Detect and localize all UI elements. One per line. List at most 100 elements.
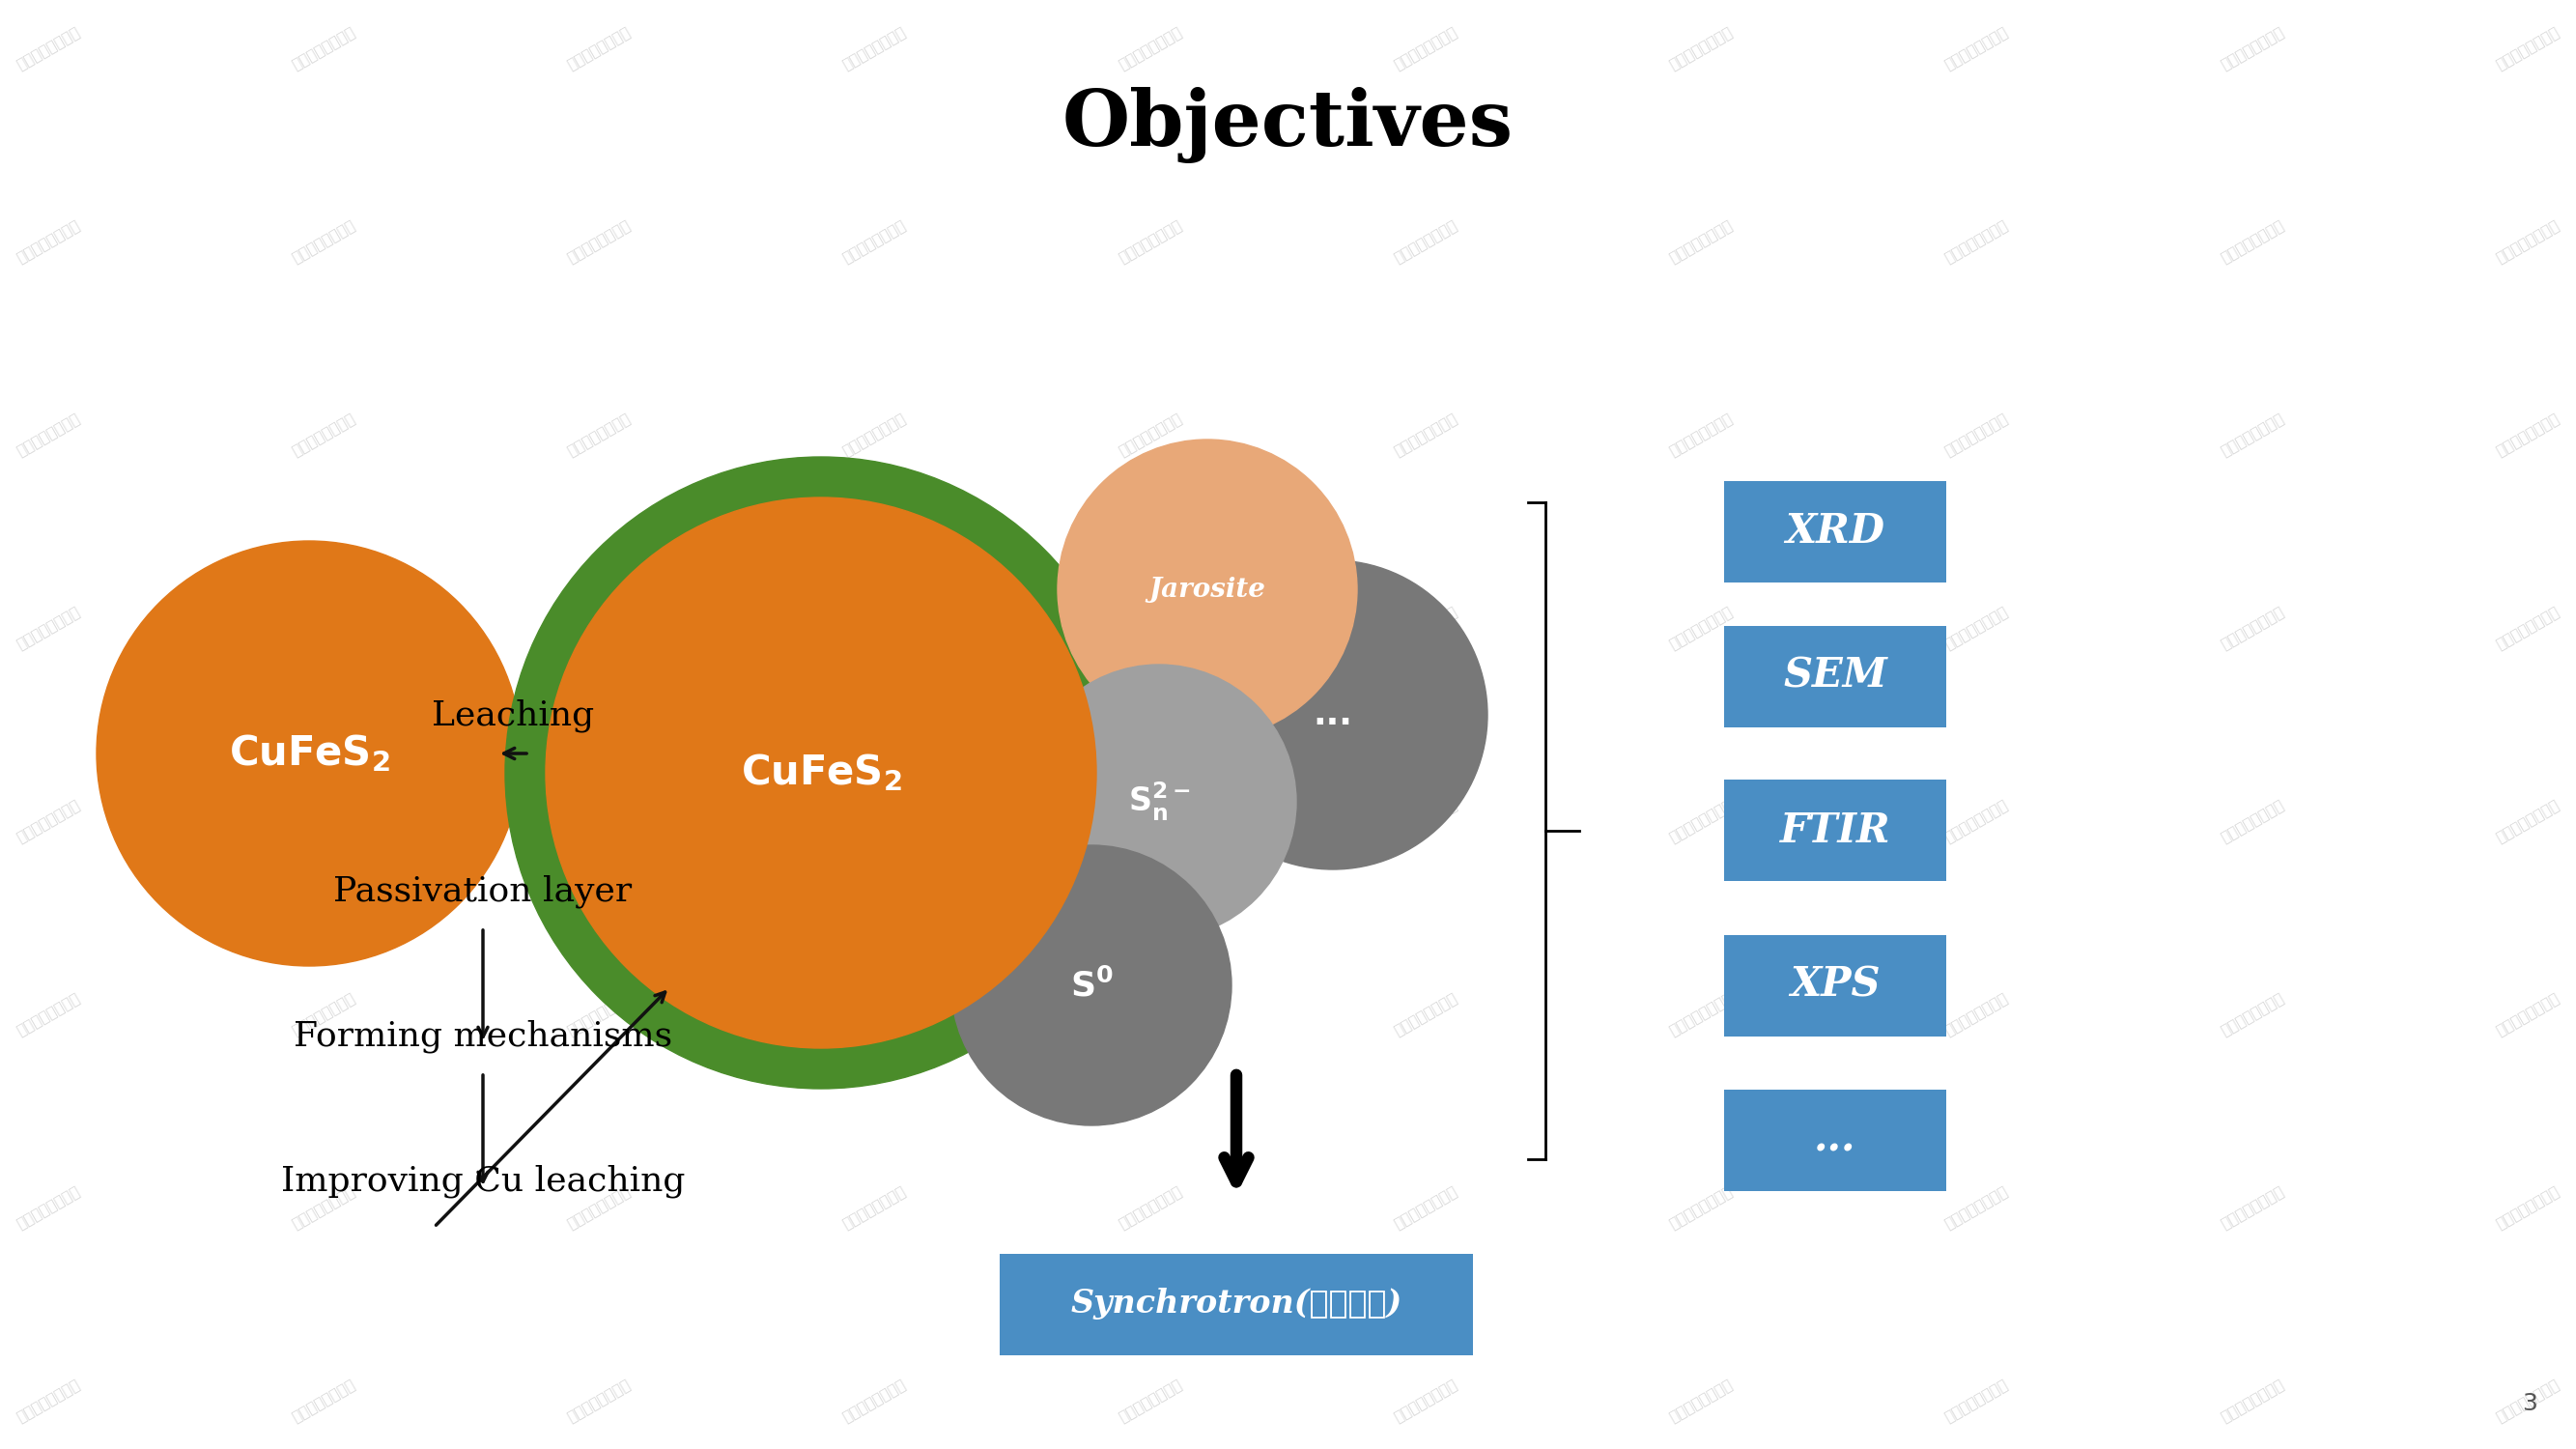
FancyBboxPatch shape <box>1723 1090 1947 1191</box>
Text: 中冶有色技术平台: 中冶有色技术平台 <box>1115 1377 1185 1424</box>
Text: ...: ... <box>1314 698 1352 732</box>
Text: 中冶有色技术平台: 中冶有色技术平台 <box>1942 25 2012 72</box>
Text: 中冶有色技术平台: 中冶有色技术平台 <box>564 991 634 1037</box>
Text: 中冶有色技术平台: 中冶有色技术平台 <box>1942 797 2012 845</box>
Text: 中冶有色技术平台: 中冶有色技术平台 <box>1942 412 2012 458</box>
Text: Jarosite: Jarosite <box>1149 577 1265 603</box>
Text: 中冶有色技术平台: 中冶有色技术平台 <box>1115 797 1185 845</box>
Text: 中冶有色技术平台: 中冶有色技术平台 <box>1391 1377 1461 1424</box>
Text: 中冶有色技术平台: 中冶有色技术平台 <box>13 1377 82 1424</box>
Text: 中冶有色技术平台: 中冶有色技术平台 <box>1667 217 1736 265</box>
Text: 中冶有色技术平台: 中冶有色技术平台 <box>289 412 358 458</box>
Text: 中冶有色技术平台: 中冶有色技术平台 <box>289 797 358 845</box>
FancyBboxPatch shape <box>1723 780 1947 881</box>
Text: 中冶有色技术平台: 中冶有色技术平台 <box>2494 412 2563 458</box>
Text: 中冶有色技术平台: 中冶有色技术平台 <box>2494 217 2563 265</box>
Text: 中冶有色技术平台: 中冶有色技术平台 <box>564 1184 634 1232</box>
Text: 中冶有色技术平台: 中冶有色技术平台 <box>289 1184 358 1232</box>
Text: 中冶有色技术平台: 中冶有色技术平台 <box>1667 797 1736 845</box>
Circle shape <box>1177 561 1486 869</box>
Text: 中冶有色技术平台: 中冶有色技术平台 <box>564 25 634 72</box>
Text: 中冶有色技术平台: 中冶有色技术平台 <box>2494 1184 2563 1232</box>
Text: 中冶有色技术平台: 中冶有色技术平台 <box>1391 991 1461 1037</box>
Text: 中冶有色技术平台: 中冶有色技术平台 <box>564 217 634 265</box>
Text: 中冶有色技术平台: 中冶有色技术平台 <box>2218 1377 2287 1424</box>
Text: 中冶有色技术平台: 中冶有色技术平台 <box>13 991 82 1037</box>
Text: Synchrotron(同步輺射): Synchrotron(同步輺射) <box>1072 1288 1401 1320</box>
Text: 中冶有色技术平台: 中冶有色技术平台 <box>2494 25 2563 72</box>
Text: SEM: SEM <box>1783 656 1888 697</box>
Text: 中冶有色技术平台: 中冶有色技术平台 <box>1391 797 1461 845</box>
Text: 中冶有色技术平台: 中冶有色技术平台 <box>13 1184 82 1232</box>
Text: 中冶有色技术平台: 中冶有色技术平台 <box>289 25 358 72</box>
Text: 中冶有色技术平台: 中冶有色技术平台 <box>1667 412 1736 458</box>
Text: 中冶有色技术平台: 中冶有色技术平台 <box>564 1377 634 1424</box>
Text: 中冶有色技术平台: 中冶有色技术平台 <box>1391 604 1461 652</box>
FancyBboxPatch shape <box>1723 481 1947 582</box>
Text: 中冶有色技术平台: 中冶有色技术平台 <box>1667 991 1736 1037</box>
Text: 中冶有色技术平台: 中冶有色技术平台 <box>2218 1184 2287 1232</box>
Text: Passivation layer: Passivation layer <box>335 875 631 909</box>
Text: 中冶有色技术平台: 中冶有色技术平台 <box>1667 25 1736 72</box>
Text: 中冶有色技术平台: 中冶有色技术平台 <box>840 412 909 458</box>
Circle shape <box>1023 665 1296 939</box>
Text: 中冶有色技术平台: 中冶有色技术平台 <box>1391 217 1461 265</box>
Text: $\mathbf{CuFeS_2}$: $\mathbf{CuFeS_2}$ <box>739 752 902 794</box>
Text: 中冶有色技术平台: 中冶有色技术平台 <box>1115 604 1185 652</box>
Text: 3: 3 <box>2522 1392 2537 1416</box>
Text: 中冶有色技术平台: 中冶有色技术平台 <box>840 797 909 845</box>
Text: 中冶有色技术平台: 中冶有色技术平台 <box>1667 1184 1736 1232</box>
Text: 中冶有色技术平台: 中冶有色技术平台 <box>2218 25 2287 72</box>
Text: Leaching: Leaching <box>433 698 595 732</box>
Circle shape <box>95 540 520 966</box>
Text: 中冶有色技术平台: 中冶有色技术平台 <box>1115 412 1185 458</box>
Text: XPS: XPS <box>1790 965 1880 1006</box>
Text: 中冶有色技术平台: 中冶有色技术平台 <box>840 217 909 265</box>
Text: 中冶有色技术平台: 中冶有色技术平台 <box>1942 217 2012 265</box>
Text: 中冶有色技术平台: 中冶有色技术平台 <box>840 991 909 1037</box>
Text: 中冶有色技术平台: 中冶有色技术平台 <box>840 604 909 652</box>
FancyBboxPatch shape <box>1723 935 1947 1036</box>
Text: Objectives: Objectives <box>1061 87 1515 164</box>
Text: 中冶有色技术平台: 中冶有色技术平台 <box>1942 604 2012 652</box>
Text: 中冶有色技术平台: 中冶有色技术平台 <box>1391 25 1461 72</box>
Text: 中冶有色技术平台: 中冶有色技术平台 <box>564 412 634 458</box>
Text: 中冶有色技术平台: 中冶有色技术平台 <box>2494 991 2563 1037</box>
Text: 中冶有色技术平台: 中冶有色技术平台 <box>1115 1184 1185 1232</box>
Circle shape <box>951 845 1231 1126</box>
Text: 中冶有色技术平台: 中冶有色技术平台 <box>2494 797 2563 845</box>
Text: 中冶有色技术平台: 中冶有色技术平台 <box>2494 604 2563 652</box>
Text: 中冶有色技术平台: 中冶有色技术平台 <box>13 604 82 652</box>
Text: 中冶有色技术平台: 中冶有色技术平台 <box>2218 797 2287 845</box>
FancyBboxPatch shape <box>999 1253 1473 1355</box>
Text: 中冶有色技术平台: 中冶有色技术平台 <box>1115 991 1185 1037</box>
Text: FTIR: FTIR <box>1780 810 1891 851</box>
Text: 中冶有色技术平台: 中冶有色技术平台 <box>289 604 358 652</box>
Text: $\mathbf{S_n^{2-}}$: $\mathbf{S_n^{2-}}$ <box>1128 781 1190 823</box>
FancyBboxPatch shape <box>1723 626 1947 727</box>
Text: 中冶有色技术平台: 中冶有色技术平台 <box>2218 991 2287 1037</box>
Text: 中冶有色技术平台: 中冶有色技术平台 <box>1667 604 1736 652</box>
Text: 中冶有色技术平台: 中冶有色技术平台 <box>2494 1377 2563 1424</box>
Text: 中冶有色技术平台: 中冶有色技术平台 <box>13 25 82 72</box>
Text: 中冶有色技术平台: 中冶有色技术平台 <box>1115 25 1185 72</box>
Text: 中冶有色技术平台: 中冶有色技术平台 <box>1942 1184 2012 1232</box>
Text: 中冶有色技术平台: 中冶有色技术平台 <box>289 217 358 265</box>
Text: $\mathbf{S^0}$: $\mathbf{S^0}$ <box>1069 968 1113 1003</box>
Text: 中冶有色技术平台: 中冶有色技术平台 <box>13 412 82 458</box>
Text: 中冶有色技术平台: 中冶有色技术平台 <box>1942 1377 2012 1424</box>
Text: 中冶有色技术平台: 中冶有色技术平台 <box>13 797 82 845</box>
Text: 中冶有色技术平台: 中冶有色技术平台 <box>1115 217 1185 265</box>
Text: 中冶有色技术平台: 中冶有色技术平台 <box>2218 412 2287 458</box>
Text: 中冶有色技术平台: 中冶有色技术平台 <box>840 25 909 72</box>
Text: 中冶有色技术平台: 中冶有色技术平台 <box>2218 604 2287 652</box>
Text: 中冶有色技术平台: 中冶有色技术平台 <box>1391 1184 1461 1232</box>
Text: Forming mechanisms: Forming mechanisms <box>294 1020 672 1053</box>
Text: 中冶有色技术平台: 中冶有色技术平台 <box>289 1377 358 1424</box>
Text: 中冶有色技术平台: 中冶有色技术平台 <box>564 604 634 652</box>
Text: 中冶有色技术平台: 中冶有色技术平台 <box>840 1377 909 1424</box>
Text: 中冶有色技术平台: 中冶有色技术平台 <box>1942 991 2012 1037</box>
Text: 中冶有色技术平台: 中冶有色技术平台 <box>289 991 358 1037</box>
Circle shape <box>1059 439 1358 739</box>
Circle shape <box>546 497 1097 1048</box>
